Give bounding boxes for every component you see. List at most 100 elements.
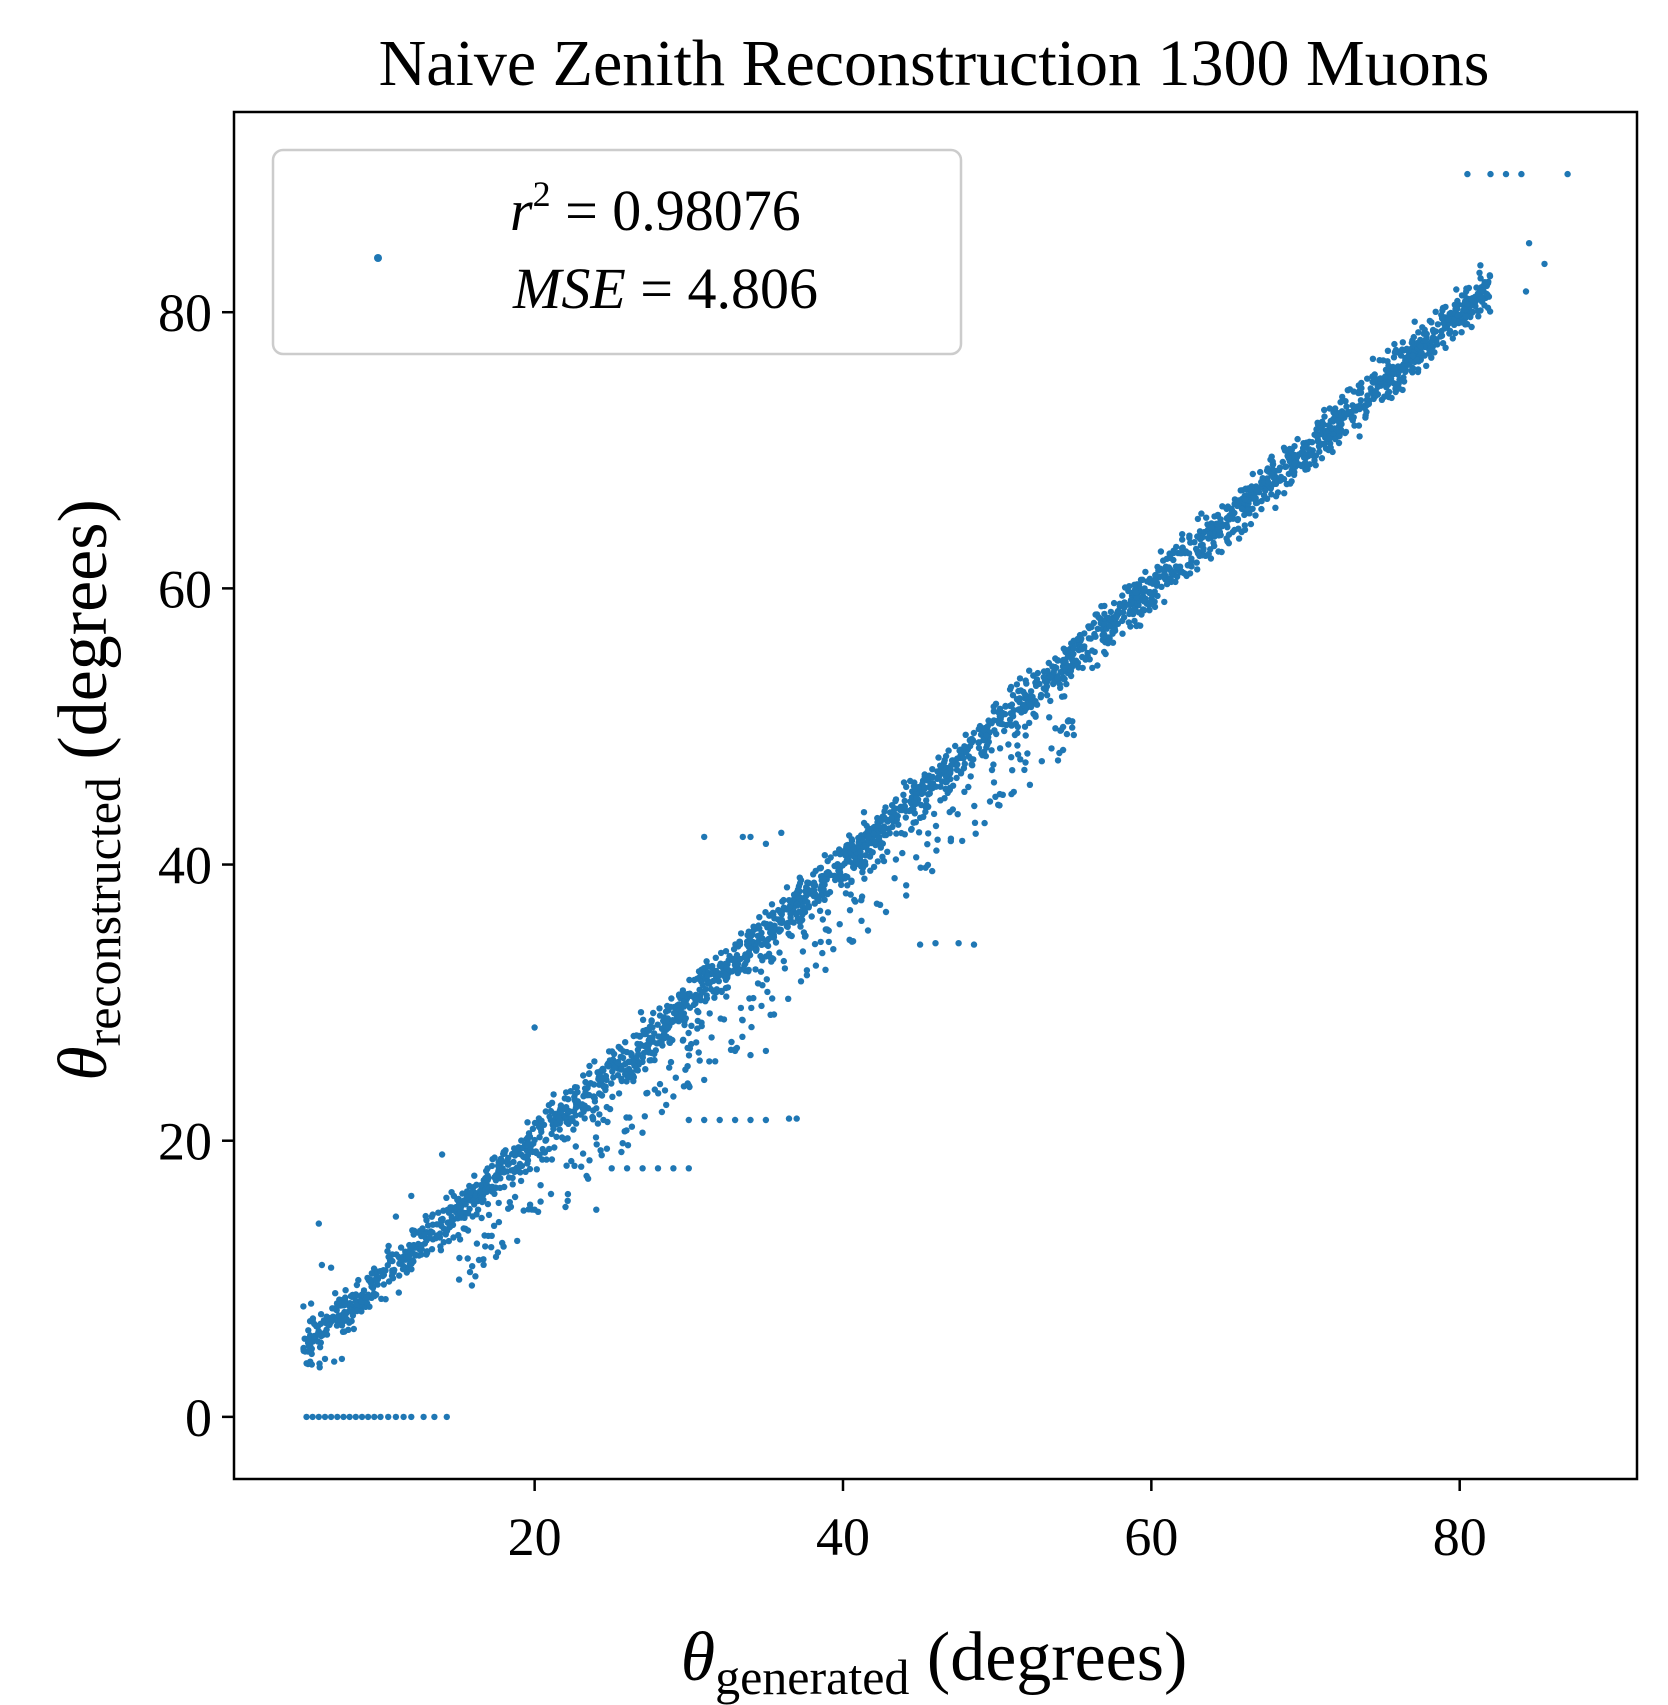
data-point xyxy=(701,1116,708,1124)
data-point xyxy=(423,1217,430,1224)
data-point xyxy=(1357,389,1365,396)
data-point xyxy=(609,1093,616,1101)
data-point xyxy=(1350,388,1358,395)
data-point xyxy=(593,1206,600,1213)
data-point xyxy=(908,826,915,833)
data-point xyxy=(892,856,900,863)
data-point xyxy=(331,1358,338,1365)
data-point xyxy=(536,1134,543,1141)
data-point xyxy=(593,1141,600,1148)
data-point xyxy=(848,837,856,844)
data-point xyxy=(1328,424,1335,432)
data-point xyxy=(364,1413,372,1421)
data-point xyxy=(397,1244,405,1251)
data-point xyxy=(656,1080,664,1088)
data-point xyxy=(762,1047,770,1055)
data-point xyxy=(327,1314,334,1322)
data-point xyxy=(1060,645,1068,652)
data-point xyxy=(1399,339,1407,346)
data-point xyxy=(579,1150,587,1157)
data-point xyxy=(1423,330,1430,338)
data-point xyxy=(619,1054,627,1062)
data-point xyxy=(745,968,752,975)
data-point xyxy=(1188,555,1195,562)
data-point xyxy=(1167,554,1174,562)
data-point xyxy=(1040,674,1047,681)
data-point xyxy=(1465,284,1473,292)
data-point xyxy=(1047,697,1054,705)
data-point xyxy=(500,1169,507,1176)
data-point xyxy=(1030,672,1037,679)
data-point xyxy=(688,1022,695,1029)
data-point xyxy=(1139,606,1147,613)
data-point xyxy=(953,766,961,774)
data-point xyxy=(830,946,837,953)
data-point xyxy=(1391,365,1398,373)
data-point xyxy=(679,991,687,999)
data-point xyxy=(708,1034,715,1041)
data-point xyxy=(385,1413,392,1421)
data-point xyxy=(1125,587,1132,595)
data-point xyxy=(778,829,785,836)
data-point xyxy=(1160,573,1167,581)
data-point xyxy=(827,854,834,861)
data-point xyxy=(1364,375,1371,382)
data-point xyxy=(757,968,765,975)
data-point xyxy=(1017,756,1024,763)
data-point xyxy=(739,1033,746,1041)
data-point xyxy=(371,1413,378,1421)
data-point xyxy=(424,1222,432,1229)
data-point xyxy=(1428,354,1435,361)
data-point xyxy=(1464,300,1471,308)
data-point xyxy=(659,1042,666,1049)
data-point xyxy=(564,1197,571,1205)
data-point xyxy=(915,829,923,836)
data-point xyxy=(1102,650,1109,658)
data-point xyxy=(391,1266,398,1274)
data-point xyxy=(785,1115,793,1122)
data-point xyxy=(717,987,725,995)
data-point xyxy=(1008,710,1015,717)
data-point xyxy=(598,1076,605,1084)
data-point xyxy=(524,1141,531,1149)
data-point xyxy=(1070,650,1077,658)
data-point xyxy=(582,1078,589,1086)
data-point xyxy=(309,1413,316,1421)
data-point xyxy=(691,976,698,984)
data-point xyxy=(1125,601,1132,608)
data-point xyxy=(458,1214,465,1221)
data-point xyxy=(788,918,795,925)
data-point xyxy=(996,745,1004,752)
data-point xyxy=(701,833,708,841)
data-point xyxy=(763,976,770,983)
data-point xyxy=(1272,493,1280,500)
data-point xyxy=(1487,170,1494,178)
data-point xyxy=(1133,622,1140,630)
y-axis-label-subscript: reconstructed xyxy=(75,777,131,1046)
data-point xyxy=(865,827,872,835)
data-point xyxy=(712,1058,719,1065)
data-point xyxy=(1022,732,1029,739)
data-point xyxy=(785,897,793,904)
data-point xyxy=(752,947,760,954)
data-point xyxy=(312,1322,320,1330)
data-point xyxy=(685,1029,692,1037)
data-point xyxy=(747,945,754,952)
data-point xyxy=(1262,487,1269,494)
data-point xyxy=(975,739,982,746)
data-point xyxy=(1442,303,1449,311)
data-point xyxy=(537,1198,544,1205)
data-point xyxy=(520,1207,527,1214)
data-point xyxy=(893,830,900,837)
data-point xyxy=(1138,611,1145,618)
data-point xyxy=(880,827,887,834)
data-point xyxy=(618,1148,625,1156)
data-point xyxy=(929,766,936,773)
data-point xyxy=(942,773,950,780)
data-point xyxy=(531,1024,538,1031)
data-point xyxy=(423,1251,430,1258)
data-point xyxy=(739,1017,746,1024)
data-point xyxy=(1357,397,1365,404)
data-point xyxy=(755,922,762,929)
data-point xyxy=(1154,592,1161,600)
